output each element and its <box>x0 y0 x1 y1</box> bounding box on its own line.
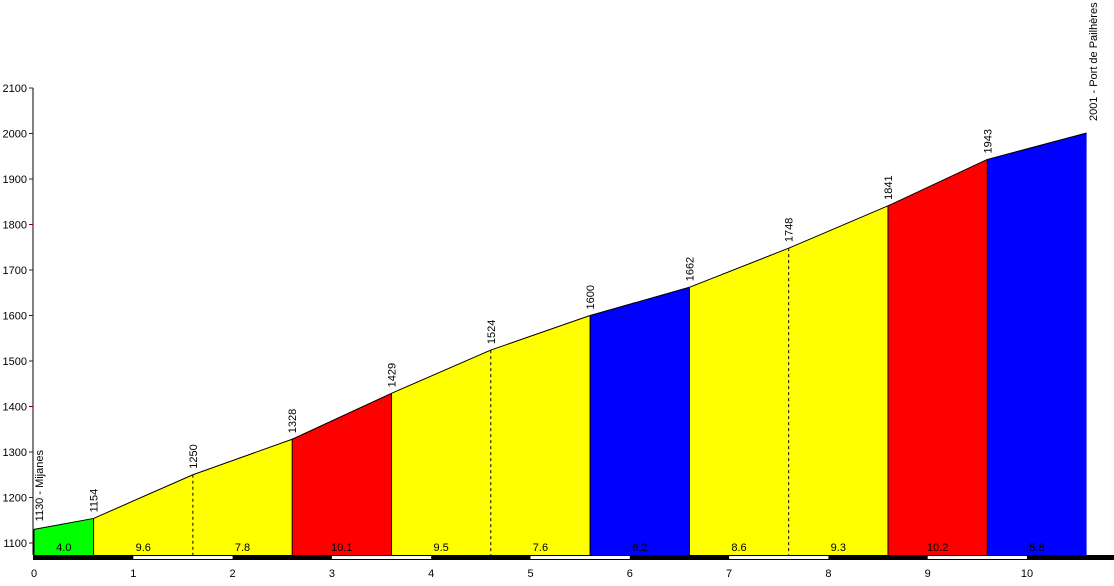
x-tick-label: 3 <box>329 568 335 580</box>
y-tick-label: 1800 <box>3 220 27 232</box>
x-tick-label: 8 <box>825 568 831 580</box>
altitude-label: 1429 <box>386 363 398 387</box>
gradient-label: 7.6 <box>533 542 548 554</box>
profile-line <box>93 474 194 519</box>
gradient-label: 10.2 <box>927 542 948 554</box>
segment-fill <box>887 159 988 555</box>
km-bar-white <box>927 556 1027 559</box>
segment-fill <box>689 248 789 555</box>
profile-line <box>391 349 491 394</box>
x-tick-label: 5 <box>527 568 533 580</box>
km-bar-white <box>331 556 432 559</box>
start-label: 1130 - Mijanes <box>34 450 46 522</box>
profile-line <box>33 517 94 530</box>
y-tick-label: 1300 <box>3 447 27 459</box>
profile-line <box>987 132 1087 160</box>
altitude-label: 1250 <box>188 444 200 468</box>
gradient-label: 7.8 <box>235 542 250 554</box>
segment-fill <box>192 439 293 555</box>
altitude-label: 1841 <box>883 175 895 199</box>
profile-line <box>689 247 789 288</box>
x-tick-label: 7 <box>726 568 732 580</box>
segment-fill <box>34 518 94 555</box>
altitude-label: 1748 <box>784 218 796 242</box>
segment-fill <box>490 315 591 555</box>
y-tick-label: 1900 <box>3 174 27 186</box>
gradient-label: 6.2 <box>632 542 647 554</box>
y-tick-label: 2100 <box>3 83 27 95</box>
x-tick-label: 1 <box>130 568 136 580</box>
altitude-label: 1328 <box>287 409 299 433</box>
y-tick-label: 1100 <box>3 538 27 550</box>
segment-fill <box>93 474 193 555</box>
altitude-label: 1600 <box>585 285 597 309</box>
altitude-label: 1943 <box>982 129 994 153</box>
km-bar-white <box>729 556 829 559</box>
gradient-label: 4.0 <box>56 542 71 554</box>
gradient-label: 9.6 <box>136 542 151 554</box>
segment-fill <box>391 350 491 555</box>
y-tick-label: 1700 <box>3 265 27 277</box>
end-label: 2001 - Port de Pailhères <box>1088 2 1100 121</box>
gradient-label: 9.3 <box>831 542 846 554</box>
profile-line <box>589 286 690 316</box>
gradient-label: 10.1 <box>331 542 352 554</box>
profile-line <box>788 205 889 249</box>
altitude-label: 1662 <box>684 257 696 281</box>
segment-fill <box>987 133 1087 556</box>
y-tick-label: 2000 <box>3 129 27 141</box>
profile-line <box>192 438 293 476</box>
y-tick-label: 1400 <box>3 402 27 414</box>
x-tick-label: 2 <box>230 568 236 580</box>
segment-fill <box>590 287 690 555</box>
y-tick-label: 1600 <box>3 311 27 323</box>
profile-line <box>887 158 988 207</box>
profile-line <box>490 315 591 351</box>
y-tick-label: 1200 <box>3 493 27 505</box>
x-tick-label: 4 <box>428 568 434 580</box>
x-tick-label: 0 <box>31 568 37 580</box>
gradient-label: 8.6 <box>731 542 746 554</box>
altitude-label: 1154 <box>89 489 101 513</box>
segment-fill <box>292 393 392 555</box>
x-tick-label: 10 <box>1021 568 1033 580</box>
y-tick-label: 1500 <box>3 356 27 368</box>
segment-fill <box>788 205 888 555</box>
km-bar-white <box>133 556 233 559</box>
km-bar-white <box>530 556 630 559</box>
gradient-label: 9.5 <box>433 542 448 554</box>
x-tick-label: 6 <box>627 568 633 580</box>
gradient-label: 5.8 <box>1029 542 1044 554</box>
x-tick-label: 9 <box>925 568 931 580</box>
profile-line <box>291 392 392 440</box>
altitude-label: 1524 <box>486 320 498 344</box>
